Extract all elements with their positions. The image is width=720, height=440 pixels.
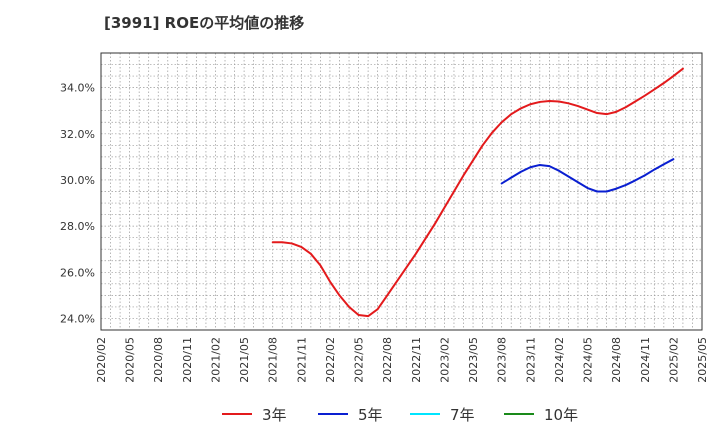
x-tick-label: 2023/02 [438,337,451,383]
y-tick-label: 34.0% [60,82,95,95]
legend-label-3y: 3年 [262,405,287,424]
x-tick-label: 2024/02 [553,337,566,383]
legend-swatch-10y [504,413,534,415]
x-tick-label: 2021/08 [267,337,280,383]
x-tick-label: 2021/11 [295,337,308,383]
legend-label-7y: 7年 [450,405,475,424]
legend: 3年 5年 7年 10年 [0,402,720,426]
x-tick-label: 2020/02 [95,337,108,383]
plot-frame [100,52,703,331]
x-tick-label: 2020/05 [124,337,137,383]
y-tick-label: 24.0% [60,312,95,325]
legend-swatch-5y [318,413,348,415]
plot-background [101,53,702,330]
y-tick-label: 26.0% [60,266,95,279]
y-tick-label: 28.0% [60,220,95,233]
x-tick-label: 2021/02 [209,337,222,383]
x-tick-label: 2024/11 [639,337,652,383]
x-tick-label: 2023/08 [496,337,509,383]
x-tick-label: 2022/11 [410,337,423,383]
legend-label-10y: 10年 [544,405,579,424]
x-tick-label: 2024/08 [610,337,623,383]
legend-item-10y: 10年 [504,402,578,426]
x-tick-label: 2023/11 [524,337,537,383]
x-tick-label: 2022/02 [324,337,337,383]
legend-swatch-7y [410,413,440,415]
chart-area: 24.0% 26.0% 28.0% 30.0% 32.0% 34.0% 2020/02 202… [60,52,709,383]
x-tick-label: 2022/05 [353,337,366,383]
x-tick-label: 2023/05 [467,337,480,383]
legend-item-5y: 5年 [318,402,383,426]
x-tick-label: 2020/08 [152,337,165,383]
y-tick-label: 32.0% [60,128,95,141]
legend-item-3y: 3年 [222,402,287,426]
x-tick-label: 2025/02 [667,337,680,383]
x-tick-label: 2021/05 [238,337,251,383]
y-tick-label: 30.0% [60,174,95,187]
x-tick-label: 2020/11 [181,337,194,383]
x-tick-label: 2022/08 [381,337,394,383]
series-line-1 [271,67,684,318]
x-tick-label: 2024/05 [582,337,595,383]
chart-title: [3991] ROEの平均値の推移 [104,14,305,32]
legend-label-5y: 5年 [358,405,383,424]
x-tick-label: 2025/05 [696,337,709,383]
legend-item-7y: 7年 [410,402,475,426]
legend-swatch-3y [222,413,252,415]
series-line-2 [500,158,675,193]
